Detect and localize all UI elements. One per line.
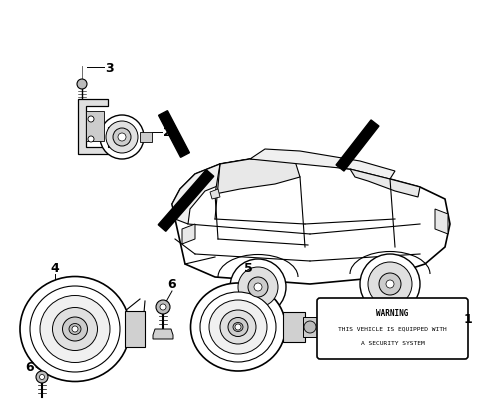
Circle shape	[77, 80, 87, 90]
Ellipse shape	[200, 292, 276, 362]
Text: 3: 3	[105, 62, 114, 74]
Ellipse shape	[20, 277, 130, 382]
Circle shape	[304, 321, 316, 333]
Text: 6: 6	[168, 278, 176, 291]
Polygon shape	[215, 159, 300, 195]
Circle shape	[88, 137, 94, 142]
Ellipse shape	[52, 308, 97, 351]
Bar	[125, 311, 145, 347]
Circle shape	[248, 277, 268, 297]
Polygon shape	[435, 209, 448, 235]
Ellipse shape	[191, 283, 286, 371]
Circle shape	[254, 283, 262, 291]
Circle shape	[88, 117, 94, 123]
Bar	[108, 128, 122, 147]
Text: A SECURITY SYSTEM: A SECURITY SYSTEM	[360, 341, 424, 346]
Circle shape	[100, 116, 144, 159]
Bar	[303, 317, 317, 337]
Polygon shape	[250, 150, 395, 180]
Polygon shape	[158, 112, 190, 158]
Text: 4: 4	[50, 261, 60, 274]
Polygon shape	[153, 329, 173, 339]
Circle shape	[160, 304, 166, 310]
Ellipse shape	[30, 286, 120, 372]
Ellipse shape	[40, 296, 110, 363]
Ellipse shape	[62, 317, 87, 341]
Circle shape	[230, 259, 286, 315]
Circle shape	[118, 134, 126, 142]
Circle shape	[39, 375, 45, 380]
Text: THIS VEHICLE IS EQUIPPED WITH: THIS VEHICLE IS EQUIPPED WITH	[338, 326, 447, 331]
Circle shape	[36, 371, 48, 383]
Text: 1: 1	[464, 313, 472, 326]
Polygon shape	[172, 159, 450, 284]
Polygon shape	[182, 224, 195, 244]
Polygon shape	[158, 170, 214, 232]
Circle shape	[72, 326, 78, 332]
Bar	[283, 312, 305, 342]
Ellipse shape	[233, 323, 243, 332]
Circle shape	[106, 122, 138, 154]
Circle shape	[156, 300, 170, 314]
Circle shape	[238, 267, 278, 307]
Polygon shape	[172, 159, 260, 224]
FancyBboxPatch shape	[317, 298, 468, 359]
Circle shape	[368, 262, 412, 306]
Ellipse shape	[209, 300, 267, 354]
Polygon shape	[350, 170, 420, 197]
Circle shape	[386, 280, 394, 288]
Bar	[86, 112, 104, 142]
Polygon shape	[336, 121, 379, 172]
Ellipse shape	[69, 324, 81, 335]
Bar	[140, 133, 152, 142]
Polygon shape	[210, 190, 220, 199]
Ellipse shape	[228, 318, 248, 337]
Circle shape	[360, 254, 420, 314]
Text: 6: 6	[26, 361, 34, 374]
Circle shape	[379, 273, 401, 295]
Text: WARNING: WARNING	[376, 309, 408, 318]
Circle shape	[113, 129, 131, 147]
Ellipse shape	[220, 310, 256, 344]
Text: 5: 5	[244, 261, 252, 274]
Text: 2: 2	[163, 126, 172, 139]
Circle shape	[235, 324, 241, 330]
Polygon shape	[78, 100, 108, 154]
